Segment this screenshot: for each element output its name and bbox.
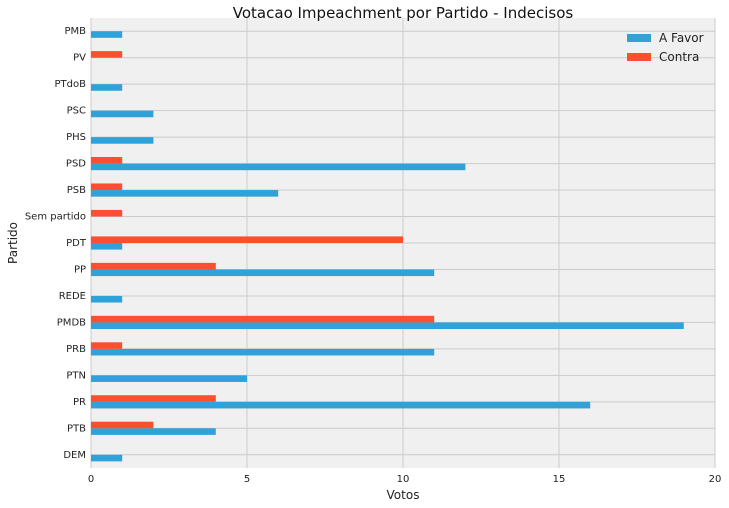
bar-contra-psd (91, 156, 123, 164)
x-tick-labels: 0 5 10 15 20 (88, 474, 722, 485)
legend-label-0: A Favor (659, 31, 704, 45)
y-axis-label: Partido (6, 222, 20, 264)
y-tick-label: PMB (64, 26, 86, 37)
bar-contra-pr (91, 395, 216, 402)
legend-label-1: Contra (659, 50, 699, 64)
bar-contra-pmdb (91, 315, 435, 323)
bar-a-favor-ptdob (91, 84, 123, 91)
y-tick-label: PTN (66, 370, 86, 381)
x-tick-label: 10 (397, 474, 410, 485)
y-tick-label: PR (73, 397, 86, 408)
bar-a-favor-prb (91, 348, 435, 356)
y-tick-label: PSC (67, 106, 86, 117)
bar-a-favor-pp (91, 269, 435, 277)
y-tick-label: REDE (59, 291, 86, 302)
x-axis-label: Votos (387, 488, 420, 502)
bar-contra-prb (91, 342, 123, 349)
bar-contra-sem-partido (91, 209, 123, 217)
y-tick-label: PDT (66, 238, 87, 249)
y-tick-label: PSB (67, 185, 86, 196)
bar-contra-ptb (91, 421, 154, 429)
y-tick-label: PMDB (57, 317, 86, 328)
bar-a-favor-ptb (91, 428, 216, 435)
y-tick-label: PV (73, 53, 86, 64)
bar-a-favor-pr (91, 401, 591, 409)
chart-title: Votacao Impeachment por Partido - Indeci… (233, 4, 574, 22)
x-tick-label: 20 (709, 474, 722, 485)
bar-a-favor-pdt (91, 243, 123, 250)
bar-contra-pv (91, 51, 123, 58)
bar-a-favor-ptn (91, 375, 247, 382)
bar-contra-psb (91, 183, 123, 191)
bar-a-favor-pmb (91, 31, 123, 38)
y-tick-label: Sem partido (25, 212, 86, 223)
y-tick-label: PP (74, 264, 86, 275)
x-tick-label: 0 (88, 474, 94, 485)
bar-a-favor-psd (91, 163, 466, 171)
legend-swatch-1 (627, 53, 651, 61)
y-tick-label: DEM (63, 450, 86, 461)
bar-a-favor-rede (91, 295, 123, 303)
bars (91, 31, 684, 462)
y-tick-label: PTdoB (55, 79, 87, 90)
y-tick-label: PHS (66, 132, 86, 143)
y-tick-labels: DEM PTB PR PTN PRB PMDB REDE PP PDT Sem partido PS… (25, 26, 87, 461)
legend-swatch-0 (627, 34, 651, 42)
bar-a-favor-psb (91, 190, 279, 197)
bar-contra-pdt (91, 236, 403, 243)
legend: A Favor Contra (627, 31, 704, 64)
x-tick-label: 5 (244, 474, 250, 485)
bar-a-favor-dem (91, 454, 123, 462)
x-tick-label: 15 (553, 474, 566, 485)
bar-a-favor-phs (91, 137, 154, 144)
y-tick-label: PRB (66, 344, 86, 355)
bar-a-favor-psc (91, 110, 154, 118)
bar-contra-pp (91, 262, 216, 270)
y-tick-label: PSD (66, 159, 86, 170)
y-tick-label: PTB (67, 423, 86, 434)
bar-a-favor-pmdb (91, 322, 684, 330)
